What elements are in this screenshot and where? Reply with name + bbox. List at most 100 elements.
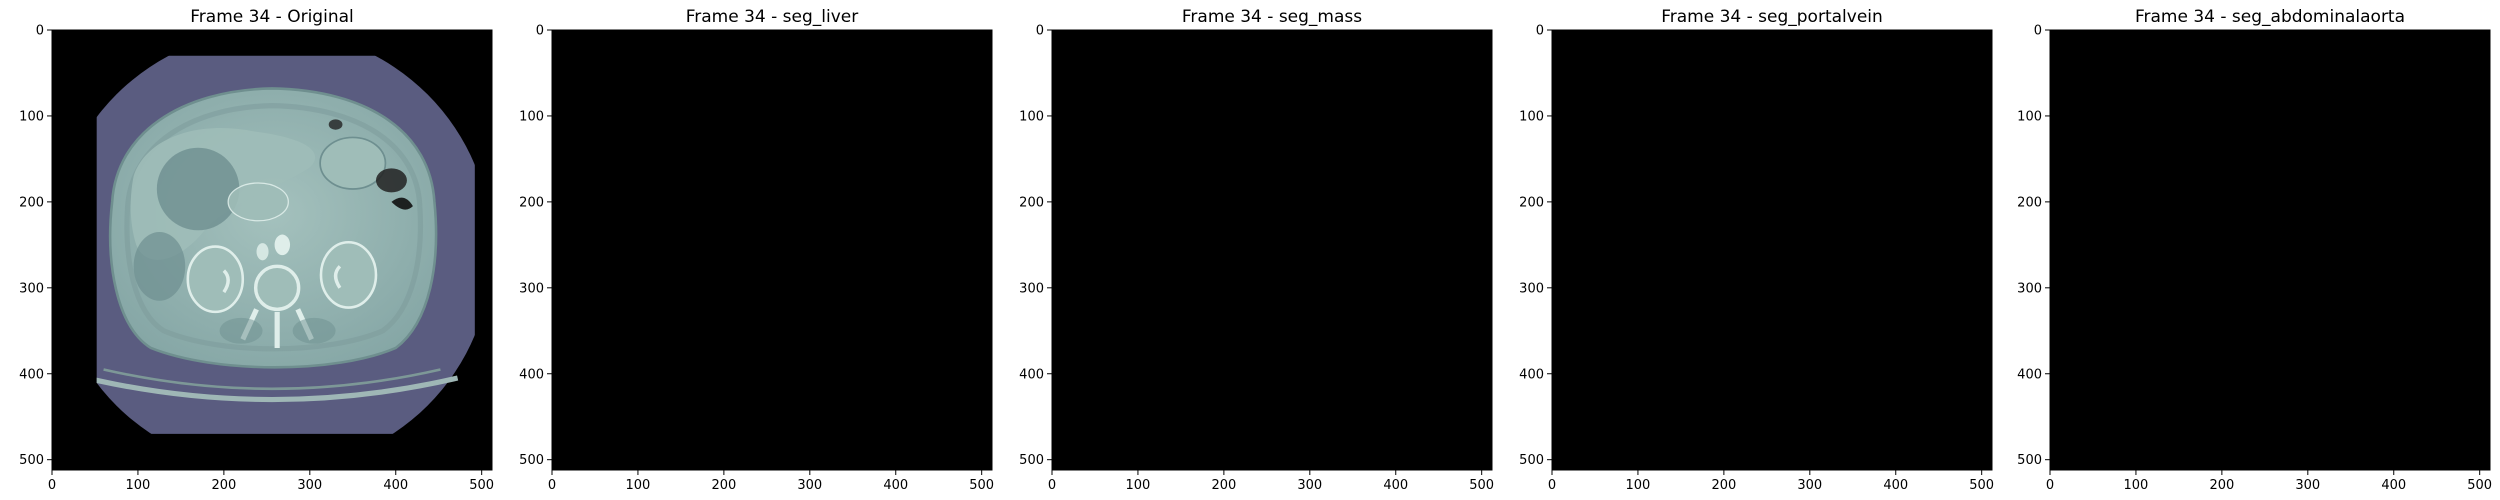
x-tick-label: 300 [297, 478, 322, 493]
axes-frame [2049, 29, 2491, 471]
axes-frame [51, 29, 493, 471]
x-tick-label: 400 [1883, 478, 1908, 493]
left-renal-pelvis [333, 265, 342, 289]
x-tick-label: 400 [383, 478, 408, 493]
x-tick-label: 0 [48, 478, 56, 493]
axes-frame [1551, 29, 1993, 471]
cyst-region [133, 231, 186, 301]
x-tick-label: 300 [797, 478, 822, 493]
x-tick-label: 300 [2295, 478, 2320, 493]
y-tick-label: 200 [1019, 195, 1044, 210]
image-background [1052, 30, 1492, 470]
y-tick-label: 100 [2017, 109, 2042, 124]
y-tick-label: 0 [2034, 24, 2042, 39]
image-panel: Frame 34 - Original 0 100 200 300 400 500 0 100 2… [19, 7, 494, 493]
y-tick-label: 0 [1036, 24, 1044, 39]
y-tick-label: 500 [2017, 453, 2042, 468]
bowel-gas [375, 168, 407, 193]
right-renal-pelvis [222, 269, 230, 294]
y-tick-label: 100 [19, 109, 44, 124]
bowel-gas-small [328, 119, 343, 130]
x-tick-label: 0 [2046, 478, 2054, 493]
y-tick-label: 100 [1019, 109, 1044, 124]
x-tick-label: 200 [1711, 478, 1736, 493]
image-background [1552, 30, 1992, 470]
y-tick-label: 0 [36, 24, 44, 39]
image-panel: Frame 34 - seg_abdominalaorta 0 100 200 300 4… [2017, 7, 2492, 493]
x-tick-label: 400 [2381, 478, 2406, 493]
ct-table-curve-inner [103, 368, 441, 391]
subcutaneous-fat [124, 103, 423, 352]
y-tick-label: 500 [19, 453, 44, 468]
x-tick-label: 200 [1211, 478, 1236, 493]
x-tick-label: 500 [469, 478, 494, 493]
y-tick-label: 200 [1519, 195, 1544, 210]
panel-title: Frame 34 - seg_portalvein [1661, 7, 1883, 27]
y-tick-label: 500 [1519, 453, 1544, 468]
axes-frame [551, 29, 993, 471]
x-tick-label: 200 [711, 478, 736, 493]
pancreas [227, 182, 289, 222]
y-tick-label: 500 [1019, 453, 1044, 468]
y-tick-label: 500 [519, 453, 544, 468]
x-tick-label: 100 [1626, 478, 1651, 493]
y-tick-label: 400 [19, 367, 44, 382]
x-tick-label: 200 [211, 478, 236, 493]
x-tick-label: 100 [126, 478, 151, 493]
y-tick-label: 300 [19, 281, 44, 296]
axes-frame [1051, 29, 1493, 471]
vertebral-body [253, 264, 301, 312]
panel-title: Frame 34 - seg_mass [1182, 7, 1362, 27]
panel-title: Frame 34 - seg_liver [686, 7, 859, 27]
left-kidney [319, 240, 378, 309]
x-tick-label: 0 [1048, 478, 1056, 493]
y-tick-label: 400 [2017, 367, 2042, 382]
x-tick-label: 100 [626, 478, 651, 493]
x-tick-label: 500 [1469, 478, 1494, 493]
image-background [552, 30, 992, 470]
y-tick-label: 400 [1019, 367, 1044, 382]
image-panel: Frame 34 - seg_mass 0 100 200 300 400 500 0 100 2… [1019, 7, 1494, 493]
ct-slice-image [96, 55, 475, 434]
x-tick-label: 400 [1383, 478, 1408, 493]
paraspinal-muscle-left [292, 317, 336, 344]
mass-lesion [156, 147, 240, 231]
panel-title: Frame 34 - seg_abdominalaorta [2135, 7, 2405, 27]
y-tick-label: 0 [536, 24, 544, 39]
y-tick-label: 400 [1519, 367, 1544, 382]
y-tick-label: 200 [2017, 195, 2042, 210]
image-panel: Frame 34 - seg_portalvein 0 100 200 300 400 50… [1519, 7, 1994, 493]
ct-table-curve [96, 375, 459, 403]
bowel-loop [319, 136, 387, 190]
x-tick-label: 0 [1548, 478, 1556, 493]
y-tick-label: 200 [19, 195, 44, 210]
y-tick-label: 100 [1519, 109, 1544, 124]
x-tick-label: 500 [969, 478, 994, 493]
y-tick-label: 300 [519, 281, 544, 296]
x-tick-label: 400 [883, 478, 908, 493]
y-tick-label: 300 [1519, 281, 1544, 296]
x-tick-label: 300 [1797, 478, 1822, 493]
y-tick-label: 0 [1536, 24, 1544, 39]
x-tick-label: 0 [548, 478, 556, 493]
image-background [2050, 30, 2490, 470]
y-tick-label: 200 [519, 195, 544, 210]
colon-gas [391, 197, 413, 210]
aorta [274, 234, 291, 256]
y-tick-label: 300 [1019, 281, 1044, 296]
x-tick-label: 100 [1126, 478, 1151, 493]
y-tick-label: 100 [519, 109, 544, 124]
y-tick-label: 400 [519, 367, 544, 382]
ivc [256, 243, 269, 261]
paraspinal-muscle-right [219, 317, 263, 344]
panel-title: Frame 34 - Original [190, 7, 353, 27]
right-kidney [186, 245, 245, 314]
y-tick-label: 300 [2017, 281, 2042, 296]
x-tick-label: 300 [1297, 478, 1322, 493]
image-panel: Frame 34 - seg_liver 0 100 200 300 400 500 0 100… [519, 7, 994, 493]
x-tick-label: 500 [2467, 478, 2492, 493]
x-tick-label: 500 [1969, 478, 1994, 493]
x-tick-label: 100 [2124, 478, 2149, 493]
x-tick-label: 200 [2209, 478, 2234, 493]
